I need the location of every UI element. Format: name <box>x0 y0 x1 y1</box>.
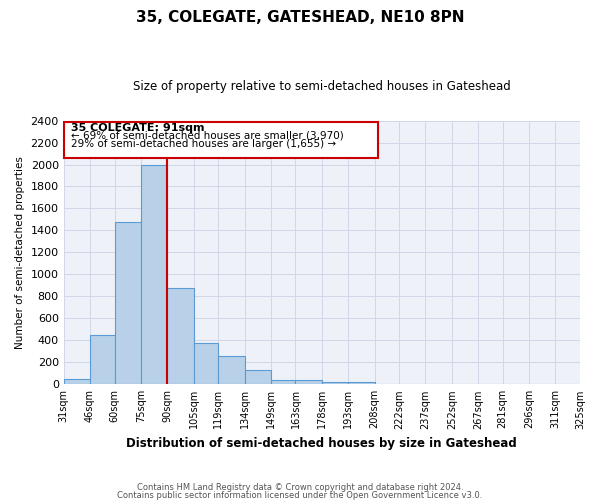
Bar <box>271 380 295 384</box>
Text: ← 69% of semi-detached houses are smaller (3,970): ← 69% of semi-detached houses are smalle… <box>71 131 343 141</box>
Text: 35 COLEGATE: 91sqm: 35 COLEGATE: 91sqm <box>71 124 204 134</box>
X-axis label: Distribution of semi-detached houses by size in Gateshead: Distribution of semi-detached houses by … <box>127 437 517 450</box>
Bar <box>90 335 115 384</box>
Title: Size of property relative to semi-detached houses in Gateshead: Size of property relative to semi-detach… <box>133 80 511 93</box>
Y-axis label: Number of semi-detached properties: Number of semi-detached properties <box>15 156 25 349</box>
Bar <box>348 382 374 384</box>
Bar <box>322 382 348 384</box>
Text: Contains public sector information licensed under the Open Government Licence v3: Contains public sector information licen… <box>118 490 482 500</box>
Bar <box>64 379 90 384</box>
Bar <box>194 343 218 384</box>
Bar <box>167 288 194 384</box>
Text: 35, COLEGATE, GATESHEAD, NE10 8PN: 35, COLEGATE, GATESHEAD, NE10 8PN <box>136 10 464 25</box>
Bar <box>218 356 245 384</box>
Bar <box>245 370 271 384</box>
Text: Contains HM Land Registry data © Crown copyright and database right 2024.: Contains HM Land Registry data © Crown c… <box>137 484 463 492</box>
Bar <box>115 222 141 384</box>
Text: 29% of semi-detached houses are larger (1,655) →: 29% of semi-detached houses are larger (… <box>71 138 336 148</box>
Bar <box>141 164 167 384</box>
FancyBboxPatch shape <box>64 122 378 158</box>
Bar <box>295 380 322 384</box>
